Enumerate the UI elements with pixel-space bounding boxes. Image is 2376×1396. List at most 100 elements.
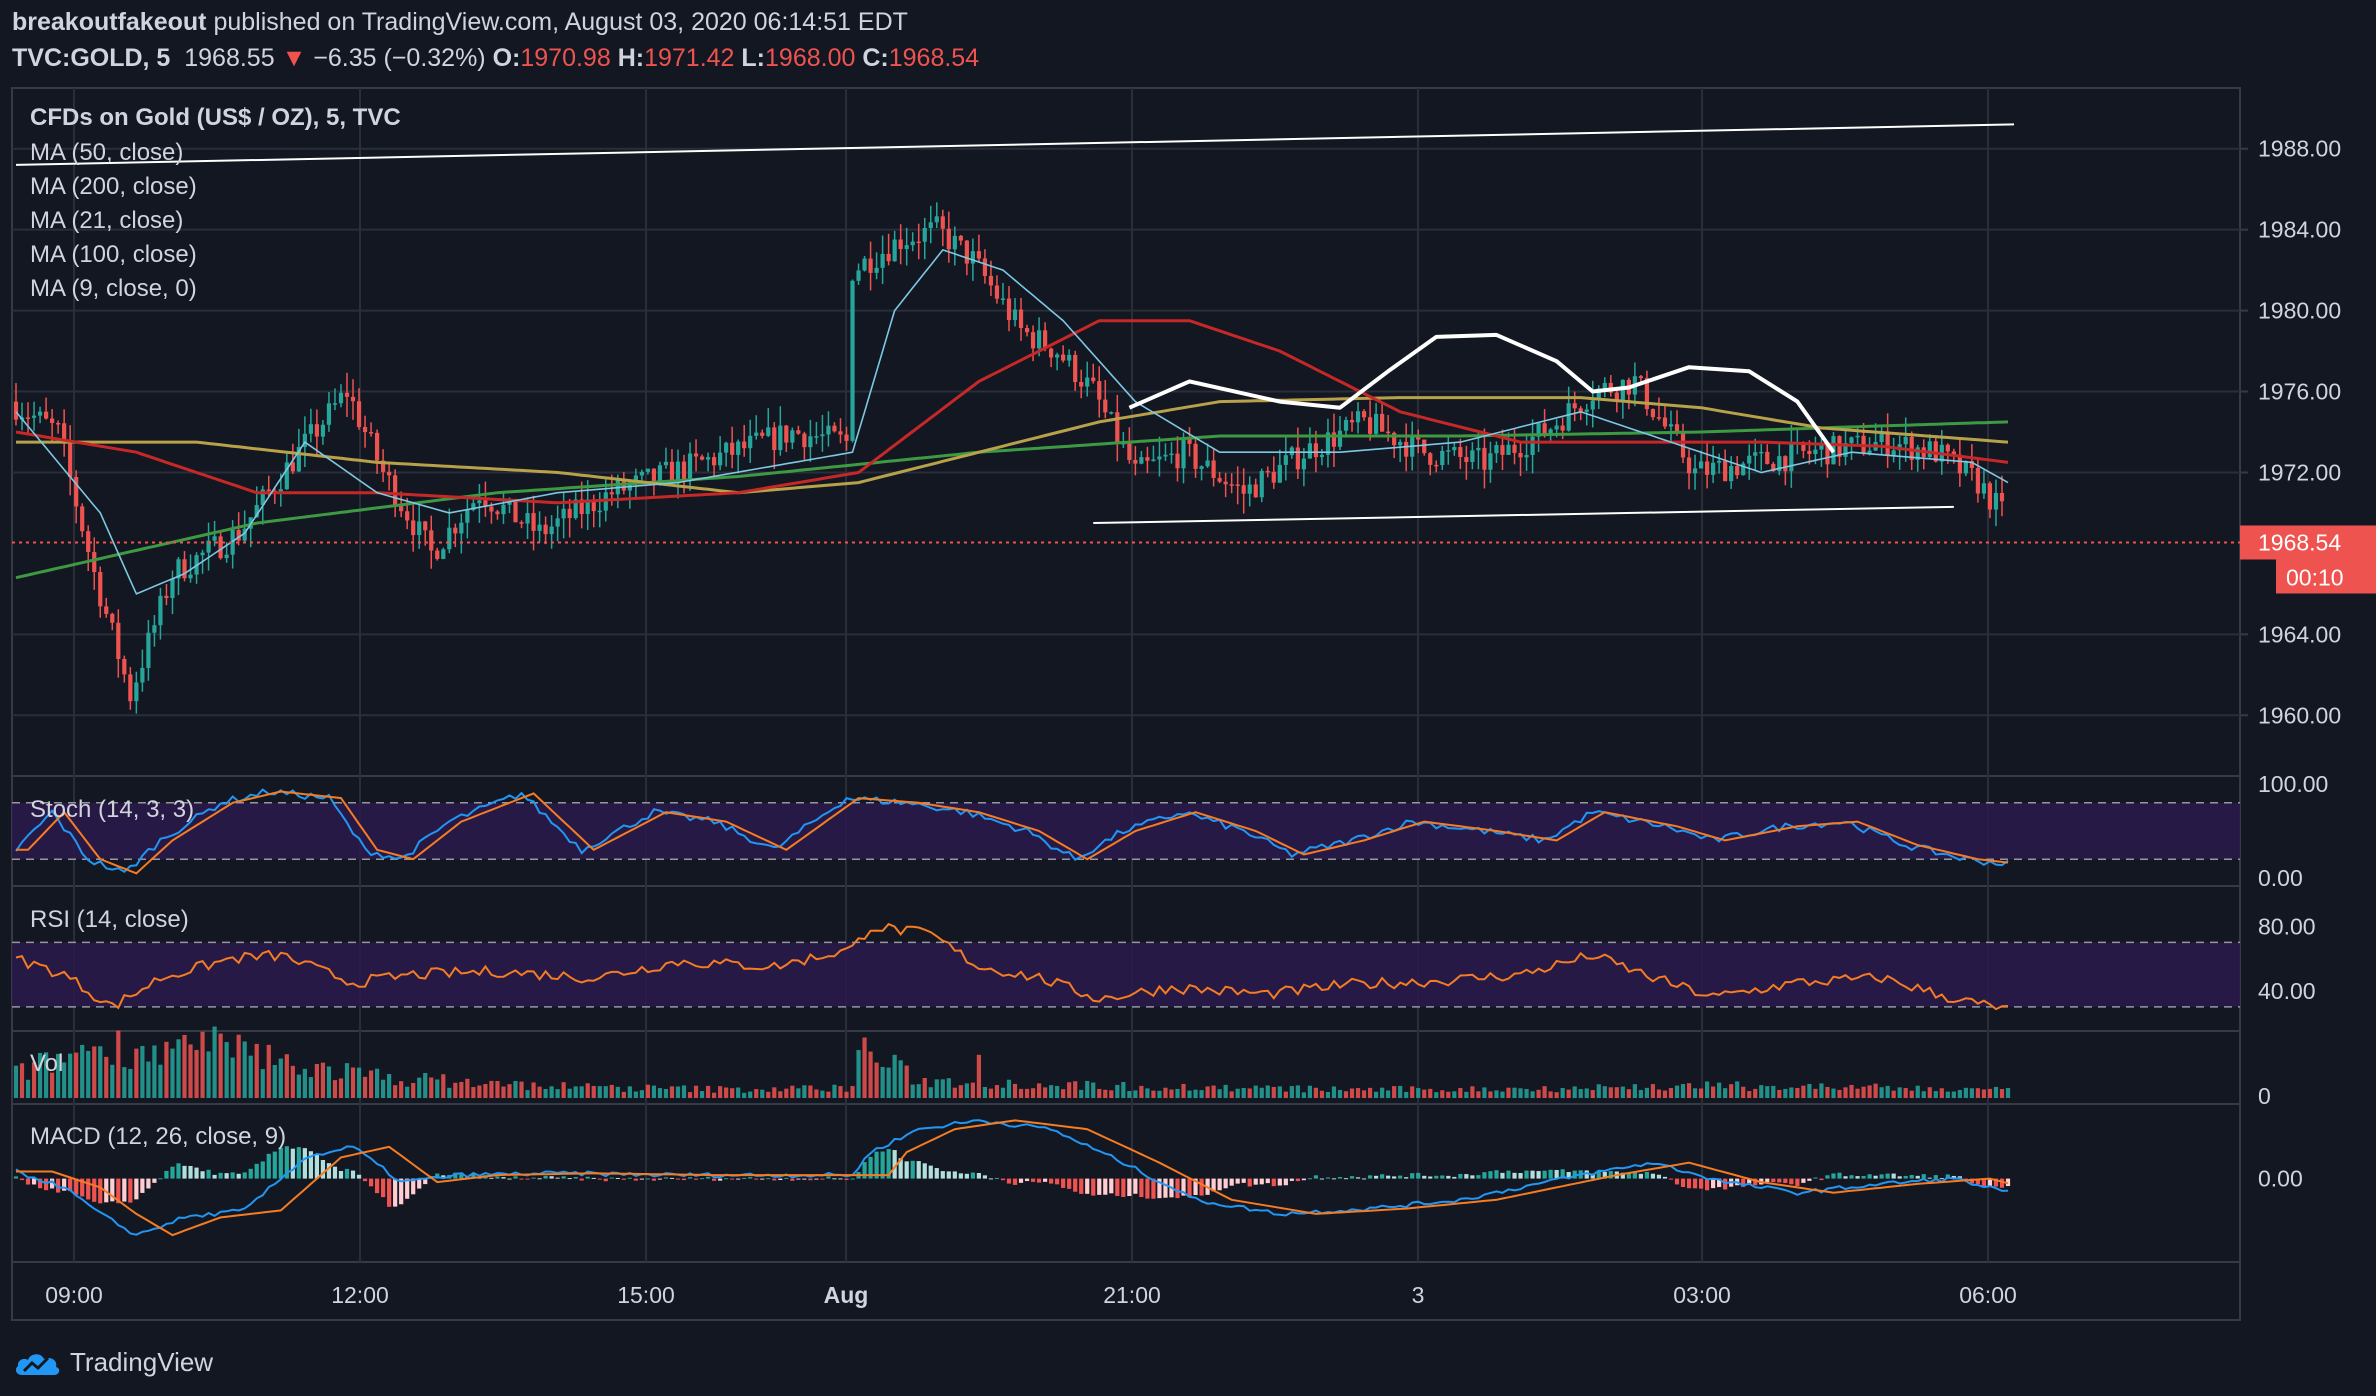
macd-histogram-bar [1873, 1175, 1878, 1179]
author-name[interactable]: breakoutfakeout [12, 8, 207, 36]
price-tick-label: 1988.00 [2258, 136, 2341, 162]
candle-body [814, 436, 819, 438]
ohlc-bar: TVC:GOLD, 5 1968.55 ▼ −6.35 (−0.32%) O:1… [12, 44, 979, 73]
volume-bar [1596, 1084, 1601, 1098]
macd-histogram-bar [1777, 1178, 1782, 1183]
legend-ma100[interactable]: MA (100, close) [30, 241, 197, 268]
candle-body [1903, 436, 1908, 445]
candle-body [573, 499, 578, 519]
candle-body [1656, 417, 1662, 419]
candle-body [1807, 450, 1812, 455]
macd-panel[interactable] [13, 1119, 2011, 1237]
candle-body [1392, 432, 1397, 446]
macd-histogram-bar [1698, 1178, 1704, 1189]
macd-histogram-bar [1951, 1175, 1956, 1179]
volume-bar [1789, 1087, 1794, 1098]
candle-body [1073, 354, 1078, 383]
macd-histogram-bar [224, 1173, 229, 1179]
candle-body [1079, 382, 1084, 387]
candle-body [1735, 465, 1740, 476]
volume-bar [1018, 1088, 1024, 1098]
macd-histogram-bar [1753, 1178, 1758, 1186]
candle-body [718, 452, 723, 466]
volume-panel[interactable] [13, 1026, 2011, 1098]
macd-histogram-bar [519, 1178, 524, 1180]
macd-histogram-bar [549, 1176, 554, 1179]
stoch-panel[interactable] [12, 788, 2240, 875]
volume-bar [1416, 1088, 1421, 1098]
candle-body [687, 453, 693, 479]
vol-tick-label: 0 [2258, 1083, 2271, 1109]
candle-body [976, 251, 982, 259]
volume-bar [934, 1079, 939, 1098]
candle-body [585, 499, 590, 515]
macd-histogram-bar [19, 1178, 25, 1181]
volume-bar [152, 1045, 157, 1098]
macd-histogram-bar [1747, 1178, 1752, 1184]
macd-histogram-bar [182, 1165, 187, 1179]
candle-body [314, 424, 320, 437]
volume-bar [1801, 1085, 1806, 1098]
macd-histogram-bar [104, 1178, 109, 1203]
last-price: 1968.55 [184, 44, 275, 72]
volume-bar [868, 1051, 873, 1098]
candle-body [429, 530, 434, 551]
volume-bar [1343, 1091, 1349, 1098]
macd-histogram-bar [1921, 1174, 1926, 1179]
macd-histogram-bar [718, 1178, 723, 1181]
price-panel[interactable] [12, 123, 2240, 714]
candle-body [970, 251, 975, 264]
macd-histogram-bar [1452, 1176, 1457, 1179]
osc-tick-label: 40.00 [2258, 978, 2316, 1004]
volume-bar [1097, 1088, 1102, 1098]
volume-bar [1777, 1089, 1782, 1098]
volume-bar [1885, 1085, 1890, 1098]
macd-histogram-bar [1006, 1178, 1012, 1184]
macd-histogram-bar [37, 1178, 43, 1189]
candle-body [1199, 466, 1204, 469]
cloud-icon [15, 1354, 60, 1375]
macd-histogram-bar [982, 1175, 988, 1179]
macd-histogram-bar [1711, 1178, 1716, 1189]
legend-ma50[interactable]: MA (50, close) [30, 139, 184, 166]
macd-histogram-bar [1277, 1178, 1282, 1186]
macd-histogram-bar [1386, 1175, 1391, 1179]
macd-histogram-bar [374, 1178, 380, 1194]
candle-body [254, 505, 259, 518]
macd-histogram-bar [92, 1178, 97, 1202]
candle-body [1566, 403, 1571, 431]
macd-histogram-bar [393, 1178, 398, 1207]
legend-ma9[interactable]: MA (9, close, 0) [30, 275, 197, 302]
macd-histogram-bar [218, 1172, 223, 1179]
volume-bar [1428, 1088, 1433, 1098]
macd-histogram-bar [1241, 1178, 1246, 1183]
volume-bar [1235, 1088, 1240, 1098]
volume-bar [2005, 1088, 2011, 1098]
legend-rsi[interactable]: RSI (14, close) [30, 906, 189, 933]
candle-body [1018, 309, 1024, 328]
volume-bar [1747, 1091, 1752, 1098]
macd-histogram-bar [1596, 1170, 1601, 1179]
volume-bar [1271, 1086, 1276, 1098]
volume-bar [898, 1060, 903, 1098]
rsi-panel[interactable] [12, 922, 2240, 1011]
volume-bar [188, 1044, 193, 1098]
legend-ma200[interactable]: MA (200, close) [30, 173, 197, 200]
volume-bar [37, 1052, 43, 1098]
macd-histogram-bar [1602, 1172, 1607, 1179]
legend-stoch[interactable]: Stoch (14, 3, 3) [30, 796, 195, 823]
legend-vol[interactable]: Vol [30, 1050, 64, 1077]
legend-macd[interactable]: MACD (12, 26, close, 9) [30, 1123, 287, 1150]
tradingview-logo[interactable]: TradingView [14, 1342, 213, 1382]
volume-bar [1765, 1086, 1770, 1098]
volume-bar [116, 1030, 121, 1098]
legend-ma21[interactable]: MA (21, close) [30, 207, 184, 234]
macd-histogram-bar [344, 1168, 350, 1179]
macd-histogram-bar [730, 1178, 735, 1180]
volume-bar [1873, 1083, 1878, 1098]
macd-histogram-bar [1644, 1171, 1650, 1179]
candle-body [1163, 454, 1168, 457]
candle-body [405, 511, 410, 521]
candle-body [651, 468, 657, 482]
